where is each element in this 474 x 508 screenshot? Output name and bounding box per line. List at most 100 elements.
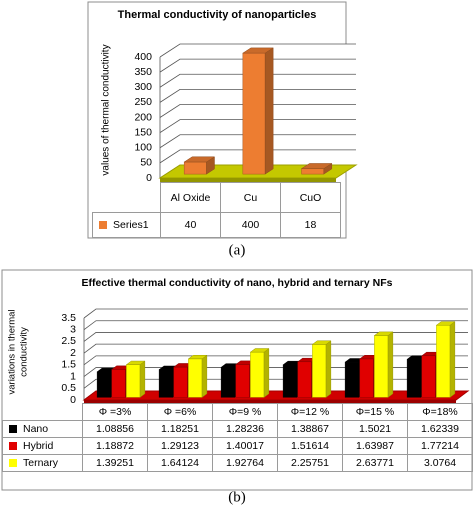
y-tick-label: 400 bbox=[134, 51, 152, 63]
bar-top bbox=[125, 360, 146, 365]
category-label: Φ =3% bbox=[82, 403, 148, 421]
grid-line bbox=[159, 119, 356, 133]
table-value: 2.63771 bbox=[342, 454, 408, 472]
grid-line bbox=[159, 134, 356, 149]
bar-front bbox=[183, 161, 207, 175]
y-tick-label: 3 bbox=[70, 323, 76, 335]
bar-front bbox=[282, 364, 298, 398]
table-value: 40 bbox=[160, 212, 221, 238]
bar-front bbox=[421, 355, 436, 398]
table-value: 1.18872 bbox=[82, 437, 148, 455]
table-value: 1.51614 bbox=[277, 437, 343, 455]
bar bbox=[311, 340, 332, 398]
y-tick-label: 150 bbox=[134, 126, 152, 138]
y-axis-label: values of thermal conductivity bbox=[101, 44, 112, 175]
category-label: Φ=15 % bbox=[342, 403, 408, 421]
bar-front bbox=[250, 351, 265, 398]
table-header-row: Al Oxide Cu CuO bbox=[93, 182, 341, 213]
y-tick-label: 3.5 bbox=[61, 312, 76, 324]
category-label: Φ=18% bbox=[407, 403, 473, 421]
table-value: 400 bbox=[220, 212, 281, 238]
table-value: 1.39251 bbox=[82, 454, 148, 472]
bar bbox=[300, 162, 333, 175]
bar-top bbox=[300, 163, 333, 169]
bar bbox=[242, 47, 274, 175]
category-label: Φ=12 % bbox=[277, 403, 343, 421]
bar bbox=[373, 331, 394, 398]
grid-line bbox=[83, 367, 468, 377]
grid-line bbox=[159, 58, 356, 73]
table-row: Series1 40 400 18 bbox=[92, 212, 341, 238]
legend-key bbox=[99, 221, 107, 230]
table-value: 1.64124 bbox=[147, 454, 213, 472]
grid-line bbox=[159, 73, 356, 88]
bar-front bbox=[301, 168, 325, 175]
y-tick-label: 1.5 bbox=[61, 359, 76, 371]
bar-front bbox=[126, 364, 141, 398]
bar-front bbox=[436, 324, 451, 398]
legend-label: Hybrid bbox=[23, 440, 54, 452]
grid-line bbox=[159, 104, 356, 118]
y-tick-label: 300 bbox=[134, 81, 152, 93]
legend-label: Ternary bbox=[23, 457, 59, 469]
bar-side bbox=[139, 360, 146, 398]
grid-line bbox=[83, 343, 468, 354]
bar-front bbox=[111, 369, 126, 398]
grid-line bbox=[159, 88, 356, 103]
bar-top bbox=[249, 348, 270, 353]
y-tick-label: 1 bbox=[70, 370, 76, 382]
table-row: Nano 1.08856 1.18251 1.28236 1.38867 1.5021 1.… bbox=[2, 420, 473, 438]
data-table: Al Oxide Cu CuO Series1 40 400 18 bbox=[92, 182, 341, 238]
legend-key bbox=[9, 442, 17, 451]
bar-side bbox=[263, 348, 270, 398]
bar-side bbox=[201, 354, 208, 398]
data-table: Φ =3% Φ =6% Φ=9 % Φ=12 % Φ=15 % Φ=18% Nano 1.08… bbox=[2, 403, 473, 472]
grid-line bbox=[83, 355, 468, 366]
bar-front bbox=[359, 358, 374, 398]
legend-key bbox=[9, 459, 17, 468]
y-tick-label: 0 bbox=[146, 172, 152, 184]
bar bbox=[435, 321, 456, 398]
y-tick-label: 350 bbox=[134, 66, 152, 78]
table-value: 18 bbox=[280, 212, 341, 238]
y-tick-label: 100 bbox=[134, 142, 152, 154]
bar-front bbox=[220, 367, 236, 398]
y-tick-label: 50 bbox=[140, 157, 152, 169]
legend-label: Series1 bbox=[113, 219, 149, 231]
bar-side bbox=[449, 321, 456, 398]
bar-front bbox=[406, 359, 422, 398]
table-row: Ternary 1.39251 1.64124 1.92764 2.25751 2.637… bbox=[2, 454, 473, 472]
table-value: 1.08856 bbox=[82, 420, 148, 438]
table-value: 1.77214 bbox=[407, 437, 473, 455]
legend-key bbox=[9, 425, 17, 434]
table-value: 2.25751 bbox=[277, 454, 343, 472]
y-axis-label: variations in thermal bbox=[7, 309, 18, 394]
legend-entry: Hybrid bbox=[2, 437, 83, 455]
bar bbox=[187, 354, 208, 398]
y-tick-label: 200 bbox=[134, 111, 152, 123]
y-tick-label: 0 bbox=[70, 394, 76, 406]
table-value: 1.40017 bbox=[212, 437, 278, 455]
table-value: 1.38867 bbox=[277, 420, 343, 438]
table-value: 1.62339 bbox=[407, 420, 473, 438]
bar-front bbox=[158, 369, 174, 398]
grid-line bbox=[83, 320, 468, 331]
bar bbox=[183, 156, 216, 175]
grid-line bbox=[83, 378, 468, 389]
grid-line bbox=[83, 308, 468, 319]
bar-top bbox=[311, 340, 332, 345]
category-label: Cu bbox=[220, 182, 281, 213]
category-label: Al Oxide bbox=[160, 182, 221, 213]
bar bbox=[125, 360, 146, 398]
bar-front bbox=[96, 371, 112, 398]
bar-front bbox=[242, 52, 266, 175]
table-value: 1.18251 bbox=[147, 420, 213, 438]
chart-title: Effective thermal conductivity of nano, … bbox=[82, 277, 393, 289]
legend-entry: Nano bbox=[2, 420, 83, 438]
bar-side bbox=[387, 331, 394, 398]
legend-entry: Ternary bbox=[2, 454, 83, 472]
bar-top bbox=[187, 354, 208, 360]
table-value: 3.0764 bbox=[407, 454, 473, 472]
caption: (b) bbox=[228, 489, 246, 505]
